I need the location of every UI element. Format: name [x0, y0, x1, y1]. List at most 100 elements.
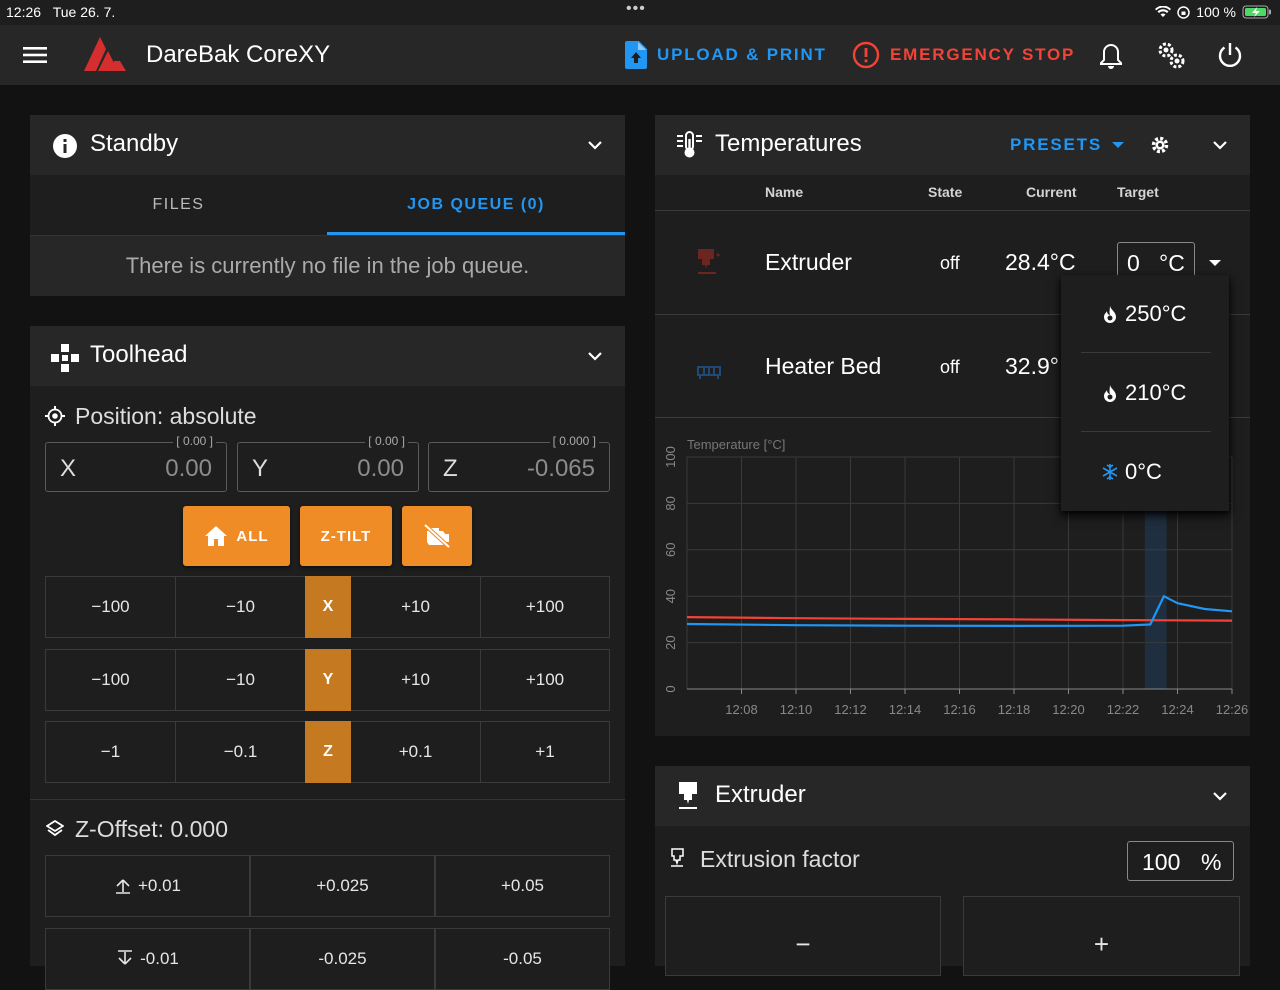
x-tick-label: 12:24 — [1161, 702, 1194, 717]
chevron-down-icon[interactable] — [1210, 786, 1230, 806]
wifi-icon — [1155, 6, 1172, 17]
alert-octagon-icon — [852, 41, 880, 69]
temperatures-title: Temperatures — [715, 130, 862, 157]
crosshairs-gps-icon — [45, 406, 65, 426]
x-position-field[interactable]: X 0.00 [ 0.00 ] — [45, 434, 227, 492]
emergency-stop-button[interactable]: EMERGENCY STOP — [852, 25, 1075, 85]
y-plus-small-button[interactable]: +10 — [350, 649, 481, 711]
zoffset-down-2-button[interactable]: -0.025 — [250, 928, 435, 990]
zoffset-up-3-button[interactable]: +0.05 — [435, 855, 610, 917]
extrusion-decrease-button[interactable]: − — [665, 896, 941, 976]
extruder-name: Extruder — [765, 249, 852, 275]
upload-print-button[interactable]: UPLOAD & PRINT — [625, 25, 827, 85]
preset-item-250[interactable]: 250°C — [1061, 275, 1229, 353]
heater-bed-state[interactable]: off — [940, 357, 960, 377]
zoffset-label: Z-Offset: 0.000 — [75, 816, 228, 842]
divider — [30, 799, 625, 800]
extrusion-factor-unit: % — [1201, 849, 1222, 875]
tab-job-queue[interactable]: JOB QUEUE (0) — [407, 196, 545, 213]
toolhead-title: Toolhead — [90, 341, 188, 368]
axis-z-label: Z — [305, 721, 351, 783]
menu-down-icon — [1111, 142, 1124, 148]
chevron-down-icon[interactable] — [585, 346, 605, 366]
series-line-blue — [686, 595, 1233, 627]
fire-icon — [1104, 385, 1116, 402]
extruder-state[interactable]: off — [940, 253, 960, 273]
battery-percent: 100 % — [1196, 4, 1236, 20]
x-minus-small-button[interactable]: −10 — [175, 576, 306, 638]
ios-status-bar: 12:26 Tue 26. 7. ••• 100 % — [0, 0, 1280, 25]
col-current: Current — [1026, 184, 1077, 200]
x-plus-small-button[interactable]: +10 — [350, 576, 481, 638]
zoffset-up-2-button[interactable]: +0.025 — [250, 855, 435, 917]
y-field-hint: [ 0.00 ] — [365, 434, 408, 448]
y-minus-large-button[interactable]: −100 — [45, 649, 176, 711]
menu-icon[interactable] — [23, 45, 47, 65]
app-bar: DareBak CoreXY UPLOAD & PRINT EMERGENCY … — [0, 25, 1280, 85]
toolhead-card-header[interactable]: Toolhead — [30, 326, 625, 386]
extruder-target-value: 0 — [1127, 250, 1140, 276]
col-name: Name — [765, 184, 804, 200]
divider — [655, 417, 1250, 418]
preset-item-210[interactable]: 210°C — [1061, 354, 1229, 432]
x-tick-label: 12:22 — [1107, 702, 1140, 717]
settings-gears-icon[interactable] — [1156, 40, 1186, 70]
app-title: DareBak CoreXY — [146, 41, 331, 68]
x-minus-large-button[interactable]: −100 — [45, 576, 176, 638]
gear-icon[interactable] — [1150, 135, 1170, 155]
x-field-hint: [ 0.00 ] — [173, 434, 216, 448]
chart-highlight-band — [1144, 457, 1167, 689]
extrusion-increase-button[interactable]: + — [963, 896, 1240, 976]
home-all-button[interactable]: ALL — [183, 506, 290, 566]
chevron-down-icon[interactable] — [1210, 135, 1230, 155]
extruder-card-header[interactable]: Extruder — [655, 766, 1250, 826]
zoffset-up-1-button[interactable]: +0.01 — [45, 855, 250, 917]
preset-item-cooldown[interactable]: 0°C — [1061, 433, 1229, 511]
orientation-lock-icon — [1177, 5, 1191, 19]
y-plus-large-button[interactable]: +100 — [480, 649, 610, 711]
presets-button[interactable]: PRESETS — [1010, 135, 1124, 155]
radiator-icon — [697, 366, 721, 379]
temperatures-card-header: Temperatures PRESETS — [655, 115, 1250, 175]
menu-down-icon[interactable] — [1208, 259, 1222, 267]
z-tilt-button[interactable]: Z-TILT — [300, 506, 392, 566]
y-tick-label: 100 — [663, 446, 678, 468]
temperature-chart: 0 20 40 60 80 100 12:08 12:10 12:12 12:14 12:16 12:… — [663, 437, 1248, 717]
z-minus-large-button[interactable]: −1 — [45, 721, 176, 783]
y-field-value: 0.00 — [357, 455, 404, 482]
extrusion-factor-value: 100 — [1142, 849, 1181, 875]
x-tick-label: 12:16 — [943, 702, 976, 717]
presets-menu: 250°C 210°C 0°C — [1061, 275, 1229, 511]
tab-files[interactable]: FILES — [152, 196, 205, 213]
power-icon[interactable] — [1217, 42, 1243, 68]
fire-icon — [1104, 306, 1116, 323]
printer-nozzle-icon — [698, 249, 720, 274]
zoffset-down-1-button[interactable]: -0.01 — [45, 928, 250, 990]
arrow-collapse-up-icon — [115, 879, 130, 894]
status-card-header[interactable]: Standby — [30, 115, 625, 175]
z-plus-small-button[interactable]: +0.1 — [350, 721, 481, 783]
extruder-target-input[interactable]: 0 °C — [1117, 242, 1195, 277]
col-target: Target — [1117, 184, 1159, 200]
multitask-dots[interactable]: ••• — [626, 0, 646, 17]
info-icon — [53, 134, 77, 158]
z-minus-small-button[interactable]: −0.1 — [175, 721, 306, 783]
home-icon — [205, 526, 228, 546]
z-position-field[interactable]: Z -0.065 [ 0.000 ] — [428, 434, 610, 492]
bell-icon[interactable] — [1099, 42, 1123, 70]
extrusion-factor-input[interactable]: 100 % — [1127, 841, 1234, 881]
zoffset-down-3-button[interactable]: -0.05 — [435, 928, 610, 990]
motors-off-button[interactable] — [402, 506, 472, 566]
y-minus-small-button[interactable]: −10 — [175, 649, 306, 711]
y-tick-label: 80 — [663, 496, 678, 510]
x-plus-large-button[interactable]: +100 — [480, 576, 610, 638]
series-line-red — [686, 616, 1233, 622]
chevron-down-icon[interactable] — [585, 135, 605, 155]
y-position-field[interactable]: Y 0.00 [ 0.00 ] — [237, 434, 419, 492]
z-field-value: -0.065 — [526, 455, 595, 482]
nozzle-alert-icon — [671, 848, 684, 867]
job-queue-empty-text: There is currently no file in the job qu… — [30, 236, 625, 296]
z-plus-large-button[interactable]: +1 — [480, 721, 610, 783]
move-arrows-icon — [51, 344, 79, 372]
status-time: 12:26 Tue 26. 7. — [6, 4, 116, 20]
